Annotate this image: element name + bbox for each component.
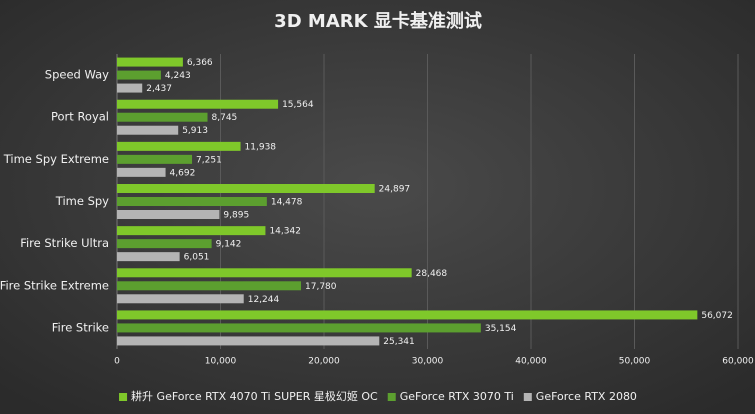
bar xyxy=(117,336,380,346)
bar xyxy=(117,252,180,262)
bar xyxy=(117,197,267,206)
x-tick-label: 60,000 xyxy=(722,357,754,367)
value-label: 17,780 xyxy=(305,282,337,292)
value-label: 6,051 xyxy=(184,253,210,263)
bar xyxy=(117,112,208,122)
value-label: 35,154 xyxy=(485,324,517,334)
value-label: 2,437 xyxy=(146,84,172,94)
y-tick-label: Time Spy xyxy=(55,194,109,208)
bar xyxy=(117,268,412,278)
value-label: 11,938 xyxy=(245,142,277,152)
value-label: 8,745 xyxy=(212,113,238,123)
value-label: 14,478 xyxy=(271,198,303,208)
legend-label: 耕升 GeForce RTX 4070 Ti SUPER 星极幻姬 OC xyxy=(131,389,378,403)
value-label: 7,251 xyxy=(196,155,222,165)
x-tick-label: 20,000 xyxy=(308,357,340,367)
value-label: 4,692 xyxy=(170,168,196,178)
x-tick-label: 50,000 xyxy=(619,357,651,367)
bar xyxy=(117,294,244,304)
bar xyxy=(117,323,481,333)
bar xyxy=(117,210,220,219)
bar xyxy=(117,70,161,80)
value-label: 24,897 xyxy=(379,185,411,195)
value-label: 25,341 xyxy=(383,337,415,347)
value-label: 4,243 xyxy=(165,71,191,81)
bar xyxy=(117,99,279,109)
value-label: 6,366 xyxy=(187,58,213,68)
bar xyxy=(117,226,266,236)
value-label: 5,913 xyxy=(182,126,208,136)
bar xyxy=(117,57,183,67)
y-tick-label: Speed Way xyxy=(45,68,109,82)
value-label: 12,244 xyxy=(248,295,280,305)
x-tick-label: 0 xyxy=(114,357,120,367)
bar xyxy=(117,239,212,249)
y-tick-label: Fire Strike Extreme xyxy=(0,278,109,292)
value-label: 28,468 xyxy=(416,269,448,279)
legend-swatch xyxy=(387,393,396,401)
y-tick-label: Fire Strike xyxy=(52,320,109,334)
legend-swatch xyxy=(119,393,128,401)
value-label: 14,342 xyxy=(269,227,301,237)
x-tick-label: 30,000 xyxy=(412,357,444,367)
value-label: 9,895 xyxy=(223,211,249,221)
bar xyxy=(117,310,698,320)
value-label: 56,072 xyxy=(701,311,733,321)
value-label: 9,142 xyxy=(216,240,242,250)
bar xyxy=(117,167,166,177)
y-tick-label: Port Royal xyxy=(51,110,109,124)
x-tick-label: 10,000 xyxy=(205,357,237,367)
legend-label: GeForce RTX 3070 Ti xyxy=(400,390,514,403)
legend-label: GeForce RTX 2080 xyxy=(536,390,637,403)
legend-swatch xyxy=(523,393,532,401)
y-tick-label: Fire Strike Ultra xyxy=(20,236,109,250)
chart-title: 3D MARK 显卡基准测试 xyxy=(274,10,482,32)
x-tick-label: 40,000 xyxy=(515,357,547,367)
bar xyxy=(117,281,302,291)
bar xyxy=(117,154,193,164)
bar xyxy=(117,83,143,93)
bar xyxy=(117,184,375,193)
y-tick-label: Time Spy Extreme xyxy=(3,152,109,166)
value-label: 15,564 xyxy=(282,100,314,110)
bar xyxy=(117,125,179,135)
bar xyxy=(117,141,241,151)
